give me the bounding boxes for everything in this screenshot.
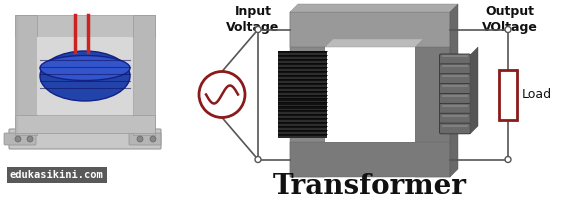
Bar xyxy=(278,90,327,93)
Bar xyxy=(15,15,155,37)
Bar xyxy=(278,132,327,134)
Bar xyxy=(278,85,327,87)
Circle shape xyxy=(150,136,156,142)
Bar xyxy=(278,57,327,59)
Bar xyxy=(278,67,327,69)
Bar xyxy=(278,69,327,71)
Bar xyxy=(278,87,327,89)
Bar xyxy=(278,98,327,101)
Ellipse shape xyxy=(40,56,130,80)
Bar xyxy=(278,93,327,94)
Bar xyxy=(278,63,327,65)
Circle shape xyxy=(255,156,261,162)
Bar xyxy=(278,113,327,114)
FancyBboxPatch shape xyxy=(439,64,470,75)
Bar xyxy=(278,120,327,122)
Bar xyxy=(290,12,450,47)
FancyBboxPatch shape xyxy=(439,93,470,104)
Bar xyxy=(278,75,327,77)
Circle shape xyxy=(27,136,33,142)
Text: Transformer: Transformer xyxy=(273,173,467,200)
Bar xyxy=(499,69,517,120)
Bar xyxy=(278,109,327,110)
Polygon shape xyxy=(290,4,458,12)
Bar xyxy=(278,55,327,57)
Bar xyxy=(278,51,327,138)
Bar xyxy=(278,106,327,109)
Bar xyxy=(278,77,327,79)
Bar xyxy=(278,73,327,75)
FancyBboxPatch shape xyxy=(439,74,470,84)
FancyBboxPatch shape xyxy=(439,123,470,134)
Ellipse shape xyxy=(40,51,130,101)
Bar xyxy=(15,15,18,135)
Bar xyxy=(290,12,325,177)
Bar xyxy=(278,122,327,124)
FancyBboxPatch shape xyxy=(439,84,470,94)
Bar xyxy=(278,101,327,102)
Bar xyxy=(278,128,327,130)
Bar xyxy=(442,105,468,107)
Circle shape xyxy=(505,26,511,32)
Bar xyxy=(278,59,327,61)
Text: Input
Voltage: Input Voltage xyxy=(226,5,280,34)
Bar xyxy=(290,142,450,177)
Circle shape xyxy=(255,26,261,32)
Text: Load: Load xyxy=(522,88,552,101)
Bar xyxy=(278,102,327,105)
Text: edukasikini.com: edukasikini.com xyxy=(10,170,104,180)
Bar xyxy=(15,15,37,135)
FancyBboxPatch shape xyxy=(439,103,470,114)
Bar xyxy=(278,51,327,53)
Bar xyxy=(278,136,327,138)
Bar xyxy=(278,110,327,113)
Bar xyxy=(278,97,327,98)
Bar xyxy=(442,65,468,67)
Circle shape xyxy=(199,72,245,118)
Bar xyxy=(442,95,468,97)
Circle shape xyxy=(505,156,511,162)
Bar xyxy=(278,94,327,97)
Bar xyxy=(278,105,327,106)
Polygon shape xyxy=(470,47,478,134)
Polygon shape xyxy=(450,4,458,177)
Bar xyxy=(415,12,450,177)
Bar xyxy=(278,134,327,136)
Circle shape xyxy=(137,136,143,142)
Bar xyxy=(442,115,468,117)
Bar xyxy=(442,56,468,57)
Bar xyxy=(15,115,155,133)
FancyBboxPatch shape xyxy=(439,113,470,124)
Bar xyxy=(278,53,327,55)
Polygon shape xyxy=(325,39,423,47)
Bar xyxy=(442,75,468,77)
Bar xyxy=(278,126,327,128)
Bar xyxy=(278,71,327,73)
Bar xyxy=(133,15,155,135)
Bar xyxy=(278,83,327,85)
Bar xyxy=(37,37,133,115)
Bar xyxy=(278,89,327,90)
Bar xyxy=(278,81,327,83)
FancyBboxPatch shape xyxy=(129,133,161,145)
Bar xyxy=(278,118,327,120)
Bar xyxy=(278,114,327,116)
Bar xyxy=(278,124,327,126)
FancyBboxPatch shape xyxy=(439,54,470,65)
Bar xyxy=(278,130,327,132)
Bar xyxy=(278,79,327,81)
Bar xyxy=(325,47,415,142)
Bar xyxy=(278,65,327,67)
Bar xyxy=(278,116,327,118)
Bar xyxy=(440,55,470,134)
FancyBboxPatch shape xyxy=(9,129,161,149)
Circle shape xyxy=(15,136,21,142)
Bar xyxy=(442,85,468,87)
Bar xyxy=(442,125,468,127)
Bar xyxy=(278,61,327,63)
Text: Output
VOltage: Output VOltage xyxy=(482,5,538,34)
FancyBboxPatch shape xyxy=(4,133,36,145)
